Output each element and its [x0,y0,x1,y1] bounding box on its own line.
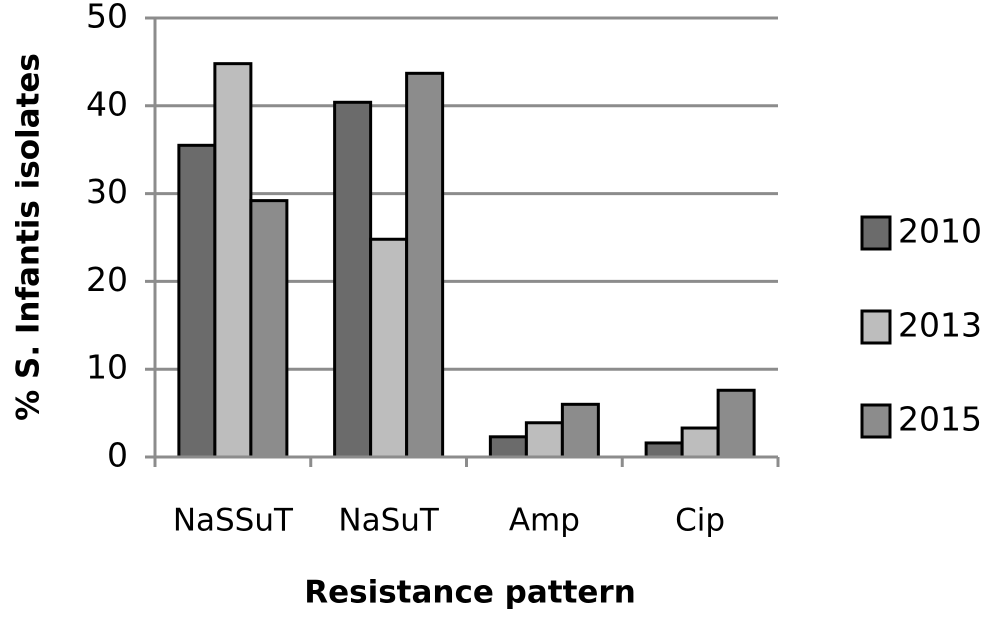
bar [249,199,289,459]
bar [369,237,409,459]
y-axis-title: % S. Infantis isolates [11,53,47,421]
y-tick-label: 10 [86,348,128,387]
bar [488,435,528,459]
bar [524,421,564,459]
x-axis-title: Resistance pattern [304,575,636,611]
x-tick-label: NaSuT [338,503,440,539]
legend-label: 2013 [898,306,982,345]
bar [560,402,600,459]
x-tick-label: Amp [509,503,580,539]
y-tick-label: 20 [86,260,128,299]
bar [405,71,445,459]
legend-label: 2015 [898,400,982,439]
y-tick-label: 40 [86,84,128,123]
bar [644,441,684,459]
legend-swatch [860,215,892,251]
y-tick-label: 0 [107,436,128,475]
legend-swatch [860,309,892,345]
x-tick-label: Cip [675,503,725,539]
y-tick-label: 50 [86,0,128,36]
legend-label: 2010 [898,212,982,251]
x-tick-label: NaSSuT [173,503,294,539]
legend-swatch [860,403,892,439]
bar [680,426,720,459]
bar [333,100,373,459]
bar [213,62,253,459]
bar [177,143,217,459]
bar [716,388,756,459]
y-tick-label: 30 [86,172,128,211]
